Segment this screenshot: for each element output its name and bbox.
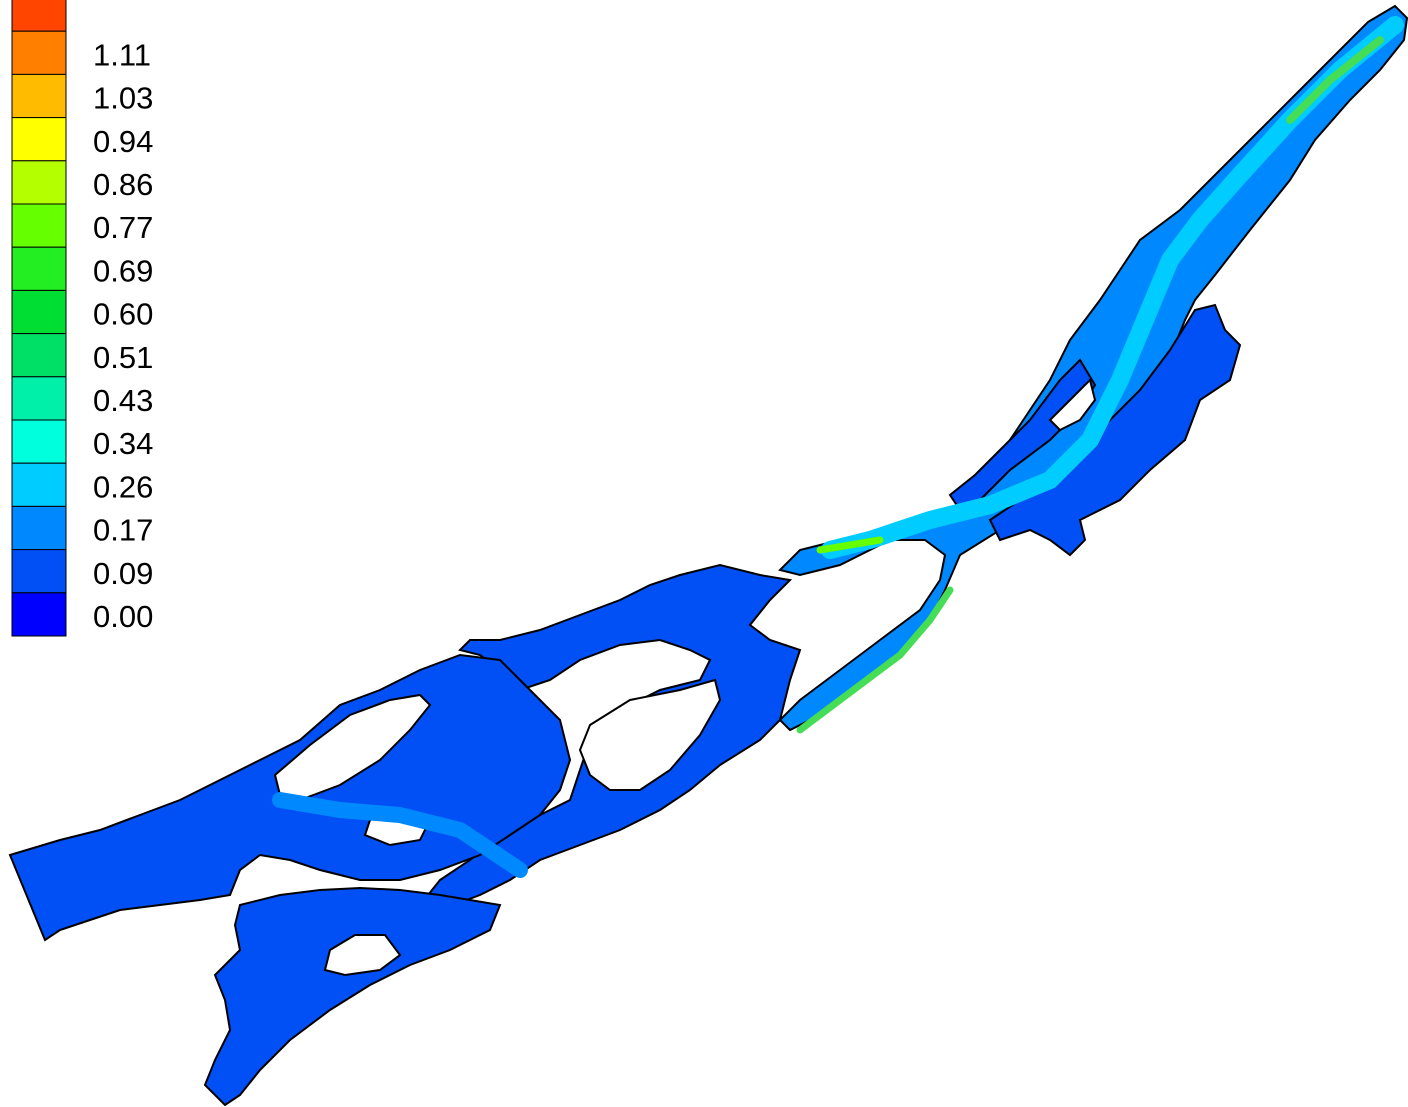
legend-swatch [11,73,67,119]
velocity-highlights [272,16,1404,878]
upper-channel [778,4,1408,732]
legend-swatch [11,549,67,594]
legend-swatch [11,160,67,205]
legend-label: 0.26 [93,469,153,504]
legend-swatch [11,0,67,32]
legend-label: 1.11 [93,37,151,72]
legend-label: 0.00 [93,599,153,634]
legend-swatch [11,592,67,637]
legend-label: 1.03 [93,81,153,116]
river-domain [8,4,1408,1107]
upper-channel-core [821,16,1404,559]
south-branch-core [796,586,954,734]
legend-label: 0.43 [93,383,153,418]
legend-swatch [11,419,67,464]
legend-swatch [11,505,67,551]
legend-label: 0.51 [93,340,153,375]
legend-label: 0.60 [93,297,153,332]
island-upper [1048,378,1097,432]
legend-swatch [11,333,67,378]
legend-label: 0.77 [93,210,153,245]
legend-label: 0.09 [93,556,153,591]
legend-label: 0.17 [93,513,153,548]
legend-swatch [11,289,67,335]
island-center [578,678,722,791]
legend-swatch [11,246,67,291]
legend-swatch [11,30,67,75]
junction-peak [816,536,884,554]
legend-swatch [11,462,67,507]
legend-swatch [11,117,67,162]
legend-label: 0.94 [93,124,153,159]
color-legend: 1.11 1.03 0.94 0.86 0.77 0.69 0.60 0.51 0.43 0.34… [11,0,153,637]
lower-channel [203,886,502,1107]
legend-label: 0.86 [93,167,153,202]
island-lower [323,934,402,977]
legend-label: 0.69 [93,253,153,288]
legend-label: 0.34 [93,426,153,461]
lower-flow-core [272,792,528,878]
upper-left-arm [948,358,1097,512]
legend-swatch [11,376,67,421]
legend-swatch [11,203,67,248]
upper-channel-peak [1286,36,1384,124]
